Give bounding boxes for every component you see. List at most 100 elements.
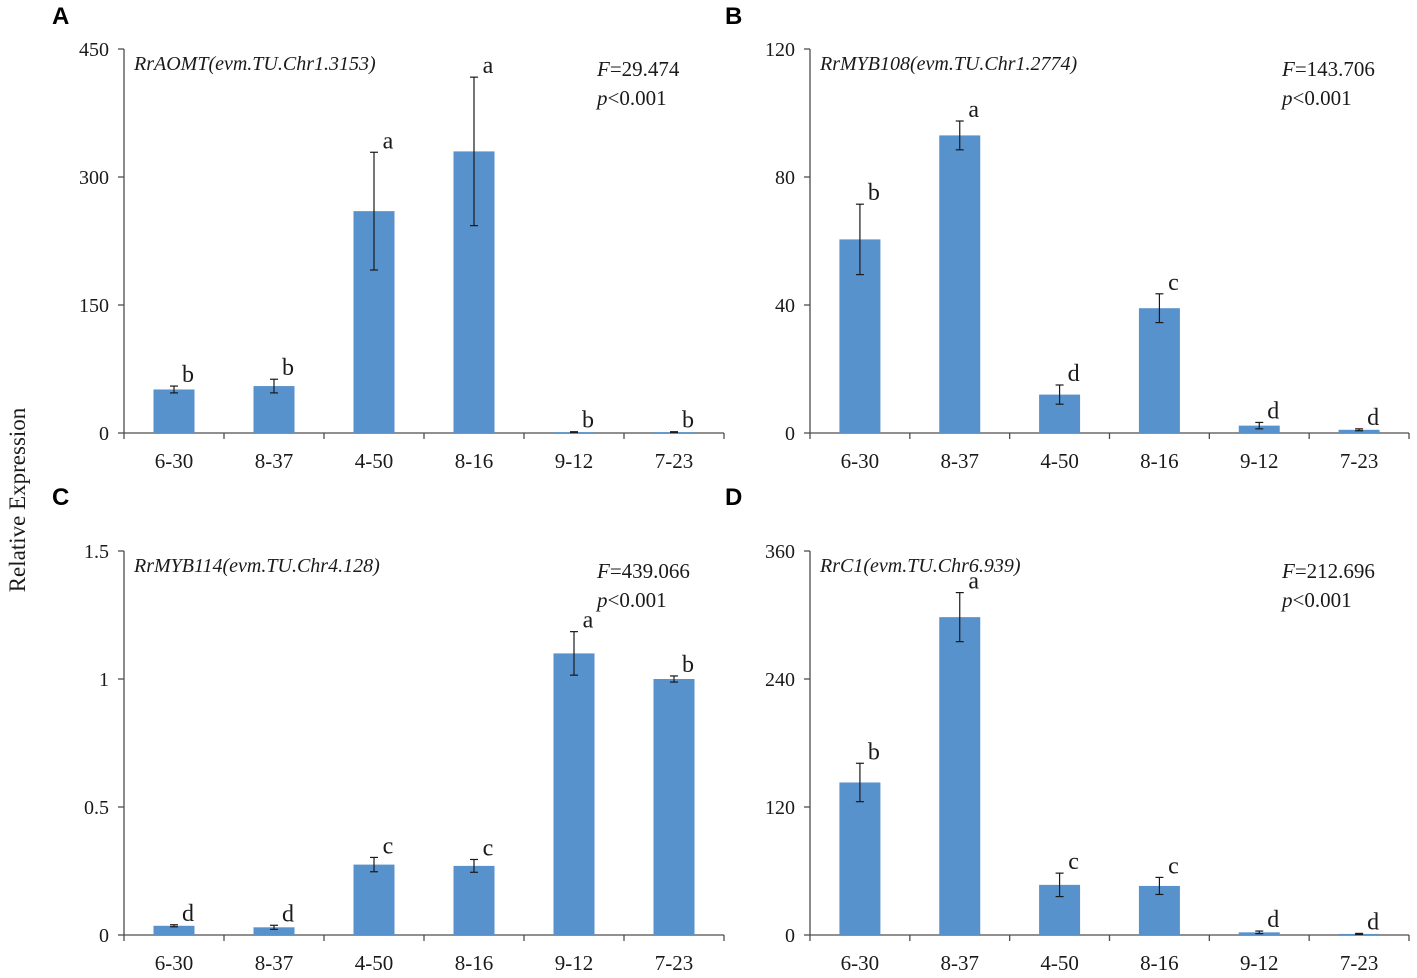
bar-8-16 — [453, 865, 495, 935]
panel-letter: C — [52, 484, 69, 511]
y-tick-label: 0 — [785, 423, 795, 445]
title-gene: RrMYB114 — [133, 555, 223, 577]
y-tick-label: 0.5 — [84, 797, 109, 819]
panel-letter: D — [725, 484, 742, 511]
category-label: 8-37 — [255, 951, 294, 975]
bar-8-37 — [939, 617, 981, 935]
stat-p: p<0.001 — [1280, 86, 1352, 110]
chart-title: RrMYB108(evm.TU.Chr1.2774) — [819, 53, 1078, 75]
title-gene: RrAOMT — [133, 53, 210, 75]
bar-8-37 — [939, 135, 981, 433]
significance-letter: a — [968, 569, 979, 595]
stat-p-label: p — [595, 86, 608, 110]
bar-7-23 — [653, 679, 695, 935]
significance-letter: d — [1068, 361, 1080, 387]
significance-letter: c — [383, 833, 394, 859]
stat-f-value: =29.474 — [610, 57, 680, 81]
significance-letter: b — [582, 408, 594, 434]
title-gene: RrMYB108 — [819, 53, 910, 75]
y-tick-label: 450 — [79, 39, 109, 61]
category-label: 9-12 — [1240, 449, 1279, 473]
bar-6-30 — [153, 925, 195, 935]
stat-p: p<0.001 — [595, 86, 667, 110]
title-id: (evm.TU.Chr1.2774) — [910, 53, 1078, 75]
category-label: 8-16 — [455, 449, 494, 473]
significance-letter: a — [383, 128, 394, 154]
bar-6-30 — [839, 782, 881, 935]
stat-f-label: F — [1281, 57, 1295, 81]
category-label: 4-50 — [355, 449, 394, 473]
significance-letter: a — [483, 53, 494, 79]
stat-p-value: <0.001 — [1293, 588, 1352, 612]
category-label: 8-16 — [455, 951, 494, 975]
significance-letter: b — [868, 180, 880, 206]
title-id: (evm.TU.Chr4.128) — [223, 555, 381, 577]
stat-f: F=29.474 — [596, 57, 680, 81]
significance-letter: d — [182, 901, 194, 927]
significance-letter: d — [1367, 909, 1379, 935]
category-label: 9-12 — [1240, 951, 1279, 975]
category-label: 7-23 — [655, 951, 694, 975]
y-tick-label: 0 — [99, 925, 109, 947]
y-tick-label: 1.5 — [84, 541, 109, 563]
significance-letter: a — [583, 608, 594, 634]
stat-p-label: p — [1280, 588, 1293, 612]
bar-4-50 — [353, 864, 395, 935]
chart-panel-b: B 0 40 80 120 b 6-30 a 8-37 d 4-50 c 8-16 d 9-12 d 7-23 R… — [725, 3, 1410, 473]
significance-letter: a — [968, 97, 979, 123]
stat-f-label: F — [1281, 559, 1295, 583]
category-label: 7-23 — [655, 449, 694, 473]
stat-p-value: <0.001 — [608, 86, 667, 110]
y-tick-label: 360 — [765, 541, 795, 563]
stat-f: F=143.706 — [1281, 57, 1375, 81]
category-label: 6-30 — [841, 449, 880, 473]
title-id: (evm.TU.Chr6.939) — [863, 555, 1021, 577]
category-label: 6-30 — [155, 951, 194, 975]
significance-letter: c — [483, 835, 494, 861]
category-label: 8-37 — [255, 449, 294, 473]
category-label: 4-50 — [1040, 449, 1079, 473]
stat-p: p<0.001 — [595, 588, 667, 612]
significance-letter: b — [868, 739, 880, 765]
stat-f-value: =212.696 — [1295, 559, 1375, 583]
bar-9-12 — [553, 653, 595, 935]
y-axis-label: Relative Expression — [5, 407, 30, 592]
stat-f: F=212.696 — [1281, 559, 1375, 583]
y-tick-label: 120 — [765, 39, 795, 61]
chart-title: RrAOMT(evm.TU.Chr1.3153) — [133, 53, 376, 75]
y-tick-label: 0 — [785, 925, 795, 947]
significance-letter: d — [1367, 405, 1379, 431]
y-tick-label: 300 — [79, 167, 109, 189]
chart-panel-c: C 0 0.5 1 1.5 d 6-30 d 8-37 c 4-50 c 8-16 a 9-12 b 7-23 R… — [52, 484, 725, 975]
significance-letter: b — [282, 355, 294, 381]
panel-letter: B — [725, 3, 742, 30]
significance-letter: c — [1168, 853, 1179, 879]
stat-f-label: F — [596, 57, 610, 81]
significance-letter: b — [682, 652, 694, 678]
category-label: 6-30 — [155, 449, 194, 473]
significance-letter: b — [682, 408, 694, 434]
y-tick-label: 150 — [79, 295, 109, 317]
chart-panel-d: D 0 120 240 360 b 6-30 a 8-37 c 4-50 c 8-16 d 9-12 d 7-2… — [725, 484, 1410, 975]
chart-title: RrC1(evm.TU.Chr6.939) — [819, 555, 1021, 577]
category-label: 7-23 — [1340, 951, 1379, 975]
y-tick-label: 40 — [775, 295, 795, 317]
category-label: 8-37 — [941, 449, 980, 473]
bar-8-37 — [253, 386, 295, 433]
bar-7-23 — [1338, 429, 1380, 433]
bar-6-30 — [153, 389, 195, 433]
y-tick-label: 240 — [765, 669, 795, 691]
stat-f-label: F — [596, 559, 610, 583]
y-tick-label: 120 — [765, 797, 795, 819]
stat-p-value: <0.001 — [608, 588, 667, 612]
stat-p: p<0.001 — [1280, 588, 1352, 612]
significance-letter: c — [1068, 849, 1079, 875]
category-label: 8-16 — [1140, 951, 1179, 975]
significance-letter: d — [1267, 398, 1279, 424]
panel-letter: A — [52, 3, 69, 30]
category-label: 9-12 — [555, 951, 594, 975]
stat-f-value: =143.706 — [1295, 57, 1375, 81]
stat-f-value: =439.066 — [610, 559, 690, 583]
category-label: 8-16 — [1140, 449, 1179, 473]
